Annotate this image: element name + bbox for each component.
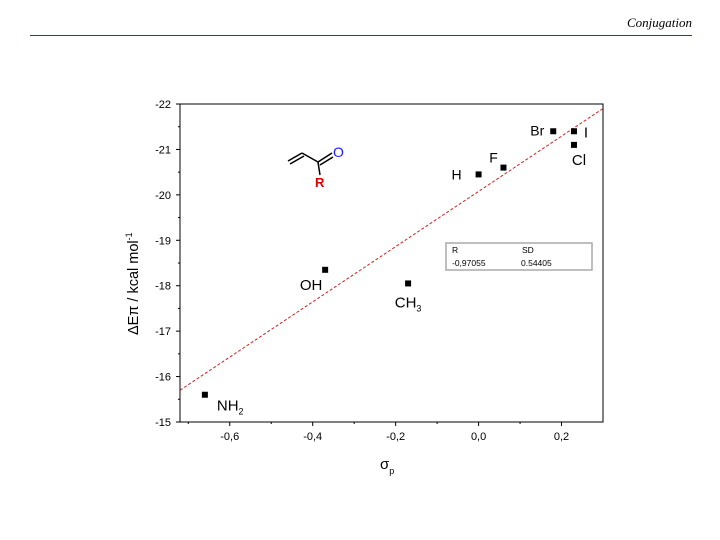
data-point-label: I [584, 124, 588, 141]
x-tick-label: 0,0 [471, 431, 486, 443]
x-axis-title-symbol: σ [380, 456, 390, 473]
data-point-label-text: H [452, 166, 462, 182]
x-axis-title: σp [380, 456, 394, 476]
x-axis: -0,6 -0,4 -0,2 0,0 0,2 [187, 422, 569, 443]
data-point-label-text: Br [530, 122, 544, 138]
data-point-label-text: F [489, 150, 498, 166]
stats-value-sd: 0.54405 [521, 258, 552, 268]
data-point [570, 141, 577, 148]
data-point [475, 171, 482, 178]
y-tick-label: -15 [155, 417, 171, 429]
molecule-oxygen-label: O [333, 144, 344, 160]
data-point [201, 391, 208, 398]
data-point-label: OH [300, 277, 323, 294]
y-tick-label: -17 [155, 326, 171, 338]
stats-header-sd: SD [522, 245, 534, 255]
y-tick-label: -21 [155, 144, 171, 156]
x-tick-label: -0,6 [220, 431, 239, 443]
slide-title: Conjugation [626, 15, 692, 30]
x-tick-label: -0,4 [303, 431, 322, 443]
data-point [550, 128, 557, 135]
y-axis-title-text: ΔEπ / kcal mol [126, 240, 142, 335]
data-point-label-text: OH [300, 277, 323, 294]
y-axis-title-superscript: -1 [124, 232, 134, 240]
y-tick-label: -18 [155, 281, 171, 293]
data-point [570, 128, 577, 135]
y-axis-title: ΔEπ / kcal mol-1 [124, 232, 142, 335]
data-point-label: CH3 [395, 294, 422, 313]
data-point-label-text: NH [217, 398, 239, 415]
data-point [500, 164, 507, 171]
y-tick-label: -20 [155, 190, 171, 202]
y-tick-label: -19 [155, 235, 171, 247]
y-tick-label: -16 [155, 372, 171, 384]
data-point-label: H [452, 166, 462, 182]
y-tick-label: -22 [155, 99, 171, 111]
data-point-label-text: I [584, 124, 588, 141]
data-point [322, 266, 329, 273]
y-axis: -15 -16 -17 -18 -19 -20 -21 -22 [155, 99, 180, 429]
data-points: NH2 OH CH3 H F Br I Cl [201, 122, 588, 417]
data-point-label: NH2 [217, 398, 244, 417]
data-point [405, 280, 412, 287]
stats-box: R SD -0,97055 0.54405 [445, 242, 593, 271]
stats-header-r: R [452, 245, 458, 255]
molecule-substituent-label: R [315, 175, 325, 190]
x-tick-label: -0,2 [386, 431, 405, 443]
data-point-label-text: Cl [572, 152, 586, 169]
x-axis-title-subscript: p [389, 466, 394, 476]
stats-value-r: -0,97055 [452, 258, 486, 268]
data-point-label: Br [530, 122, 544, 138]
data-point-label: Cl [572, 152, 586, 169]
header-rule [30, 35, 692, 36]
x-tick-label: 0,2 [554, 431, 569, 443]
molecule-structure: O R [287, 144, 344, 190]
data-point-label-text: CH [395, 294, 417, 311]
data-point-label-subscript: 3 [416, 303, 421, 313]
data-point-label: F [489, 150, 498, 166]
data-point-label-subscript: 2 [239, 407, 244, 417]
